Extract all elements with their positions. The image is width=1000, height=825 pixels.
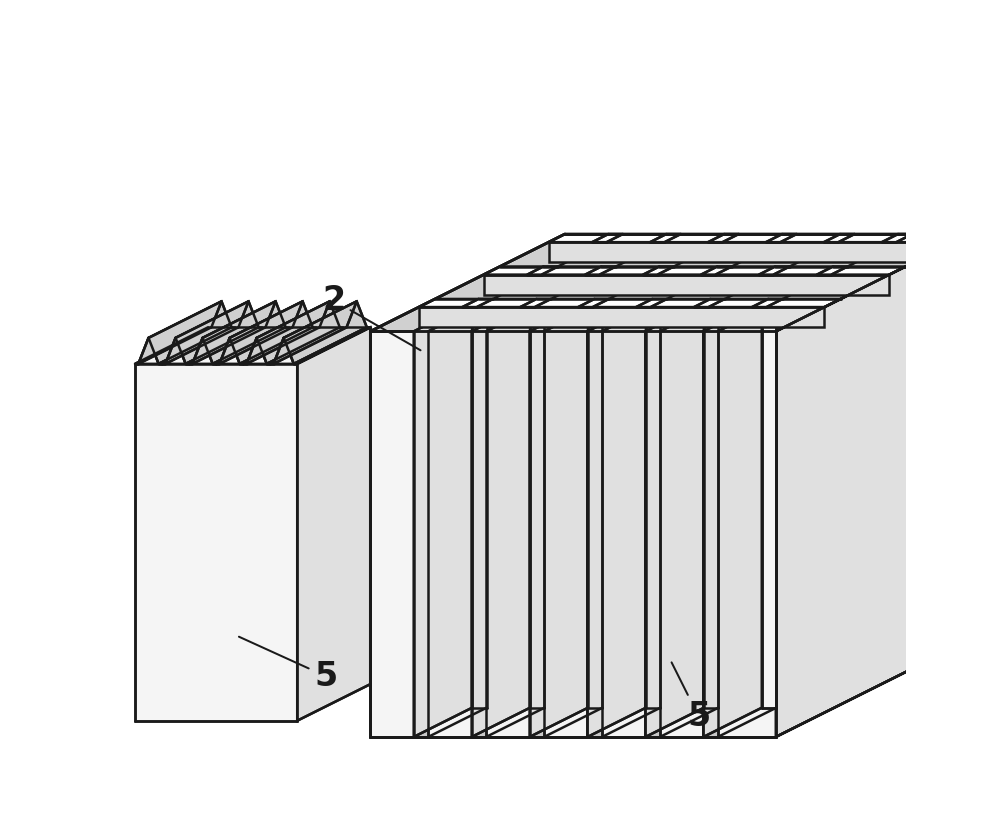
- Polygon shape: [762, 302, 776, 708]
- Polygon shape: [587, 302, 646, 737]
- Polygon shape: [587, 332, 602, 737]
- Polygon shape: [176, 301, 259, 364]
- Polygon shape: [257, 301, 340, 364]
- Polygon shape: [549, 243, 954, 262]
- Polygon shape: [701, 266, 732, 275]
- Polygon shape: [297, 328, 370, 721]
- Polygon shape: [817, 266, 848, 275]
- Polygon shape: [284, 301, 367, 364]
- Polygon shape: [704, 302, 718, 708]
- Polygon shape: [703, 332, 718, 737]
- Polygon shape: [472, 332, 486, 737]
- Polygon shape: [588, 302, 602, 708]
- Polygon shape: [530, 332, 544, 737]
- Polygon shape: [650, 234, 681, 243]
- Polygon shape: [247, 301, 330, 364]
- Polygon shape: [192, 338, 213, 364]
- Polygon shape: [462, 299, 493, 307]
- Text: 5: 5: [239, 637, 337, 693]
- Polygon shape: [759, 266, 790, 275]
- Polygon shape: [165, 338, 186, 364]
- Polygon shape: [230, 301, 313, 364]
- Polygon shape: [192, 301, 276, 364]
- Polygon shape: [138, 338, 159, 364]
- Polygon shape: [530, 302, 588, 737]
- Polygon shape: [219, 301, 303, 364]
- Polygon shape: [636, 299, 667, 307]
- Polygon shape: [240, 328, 316, 364]
- Polygon shape: [578, 299, 609, 307]
- Polygon shape: [419, 307, 824, 328]
- Polygon shape: [484, 266, 906, 275]
- Polygon shape: [247, 338, 267, 364]
- Polygon shape: [882, 234, 913, 243]
- Polygon shape: [274, 338, 294, 364]
- Polygon shape: [294, 328, 370, 364]
- Polygon shape: [213, 328, 289, 364]
- Polygon shape: [159, 328, 235, 364]
- Text: 2: 2: [322, 284, 421, 351]
- Polygon shape: [776, 234, 970, 737]
- Polygon shape: [549, 234, 970, 243]
- Polygon shape: [520, 299, 551, 307]
- Polygon shape: [370, 234, 970, 332]
- Polygon shape: [484, 275, 889, 295]
- Polygon shape: [419, 299, 841, 307]
- Polygon shape: [592, 234, 623, 243]
- Polygon shape: [219, 338, 240, 364]
- Polygon shape: [703, 302, 762, 737]
- Polygon shape: [766, 234, 797, 243]
- Polygon shape: [203, 301, 286, 364]
- Polygon shape: [530, 302, 544, 708]
- Polygon shape: [149, 301, 232, 364]
- Polygon shape: [135, 328, 370, 364]
- Polygon shape: [708, 234, 739, 243]
- Polygon shape: [267, 328, 343, 364]
- Polygon shape: [694, 299, 725, 307]
- Polygon shape: [643, 266, 674, 275]
- Polygon shape: [527, 266, 558, 275]
- Polygon shape: [824, 234, 855, 243]
- Polygon shape: [752, 299, 783, 307]
- Polygon shape: [646, 302, 660, 708]
- Polygon shape: [414, 302, 472, 737]
- Polygon shape: [186, 328, 262, 364]
- Polygon shape: [472, 302, 487, 708]
- Polygon shape: [472, 302, 530, 737]
- Polygon shape: [585, 266, 616, 275]
- Polygon shape: [414, 332, 428, 737]
- Polygon shape: [138, 301, 222, 364]
- Polygon shape: [645, 302, 704, 737]
- Polygon shape: [165, 301, 249, 364]
- Polygon shape: [135, 364, 297, 721]
- Polygon shape: [645, 332, 660, 737]
- Polygon shape: [370, 332, 776, 737]
- Polygon shape: [274, 301, 357, 364]
- Text: 5: 5: [672, 662, 710, 733]
